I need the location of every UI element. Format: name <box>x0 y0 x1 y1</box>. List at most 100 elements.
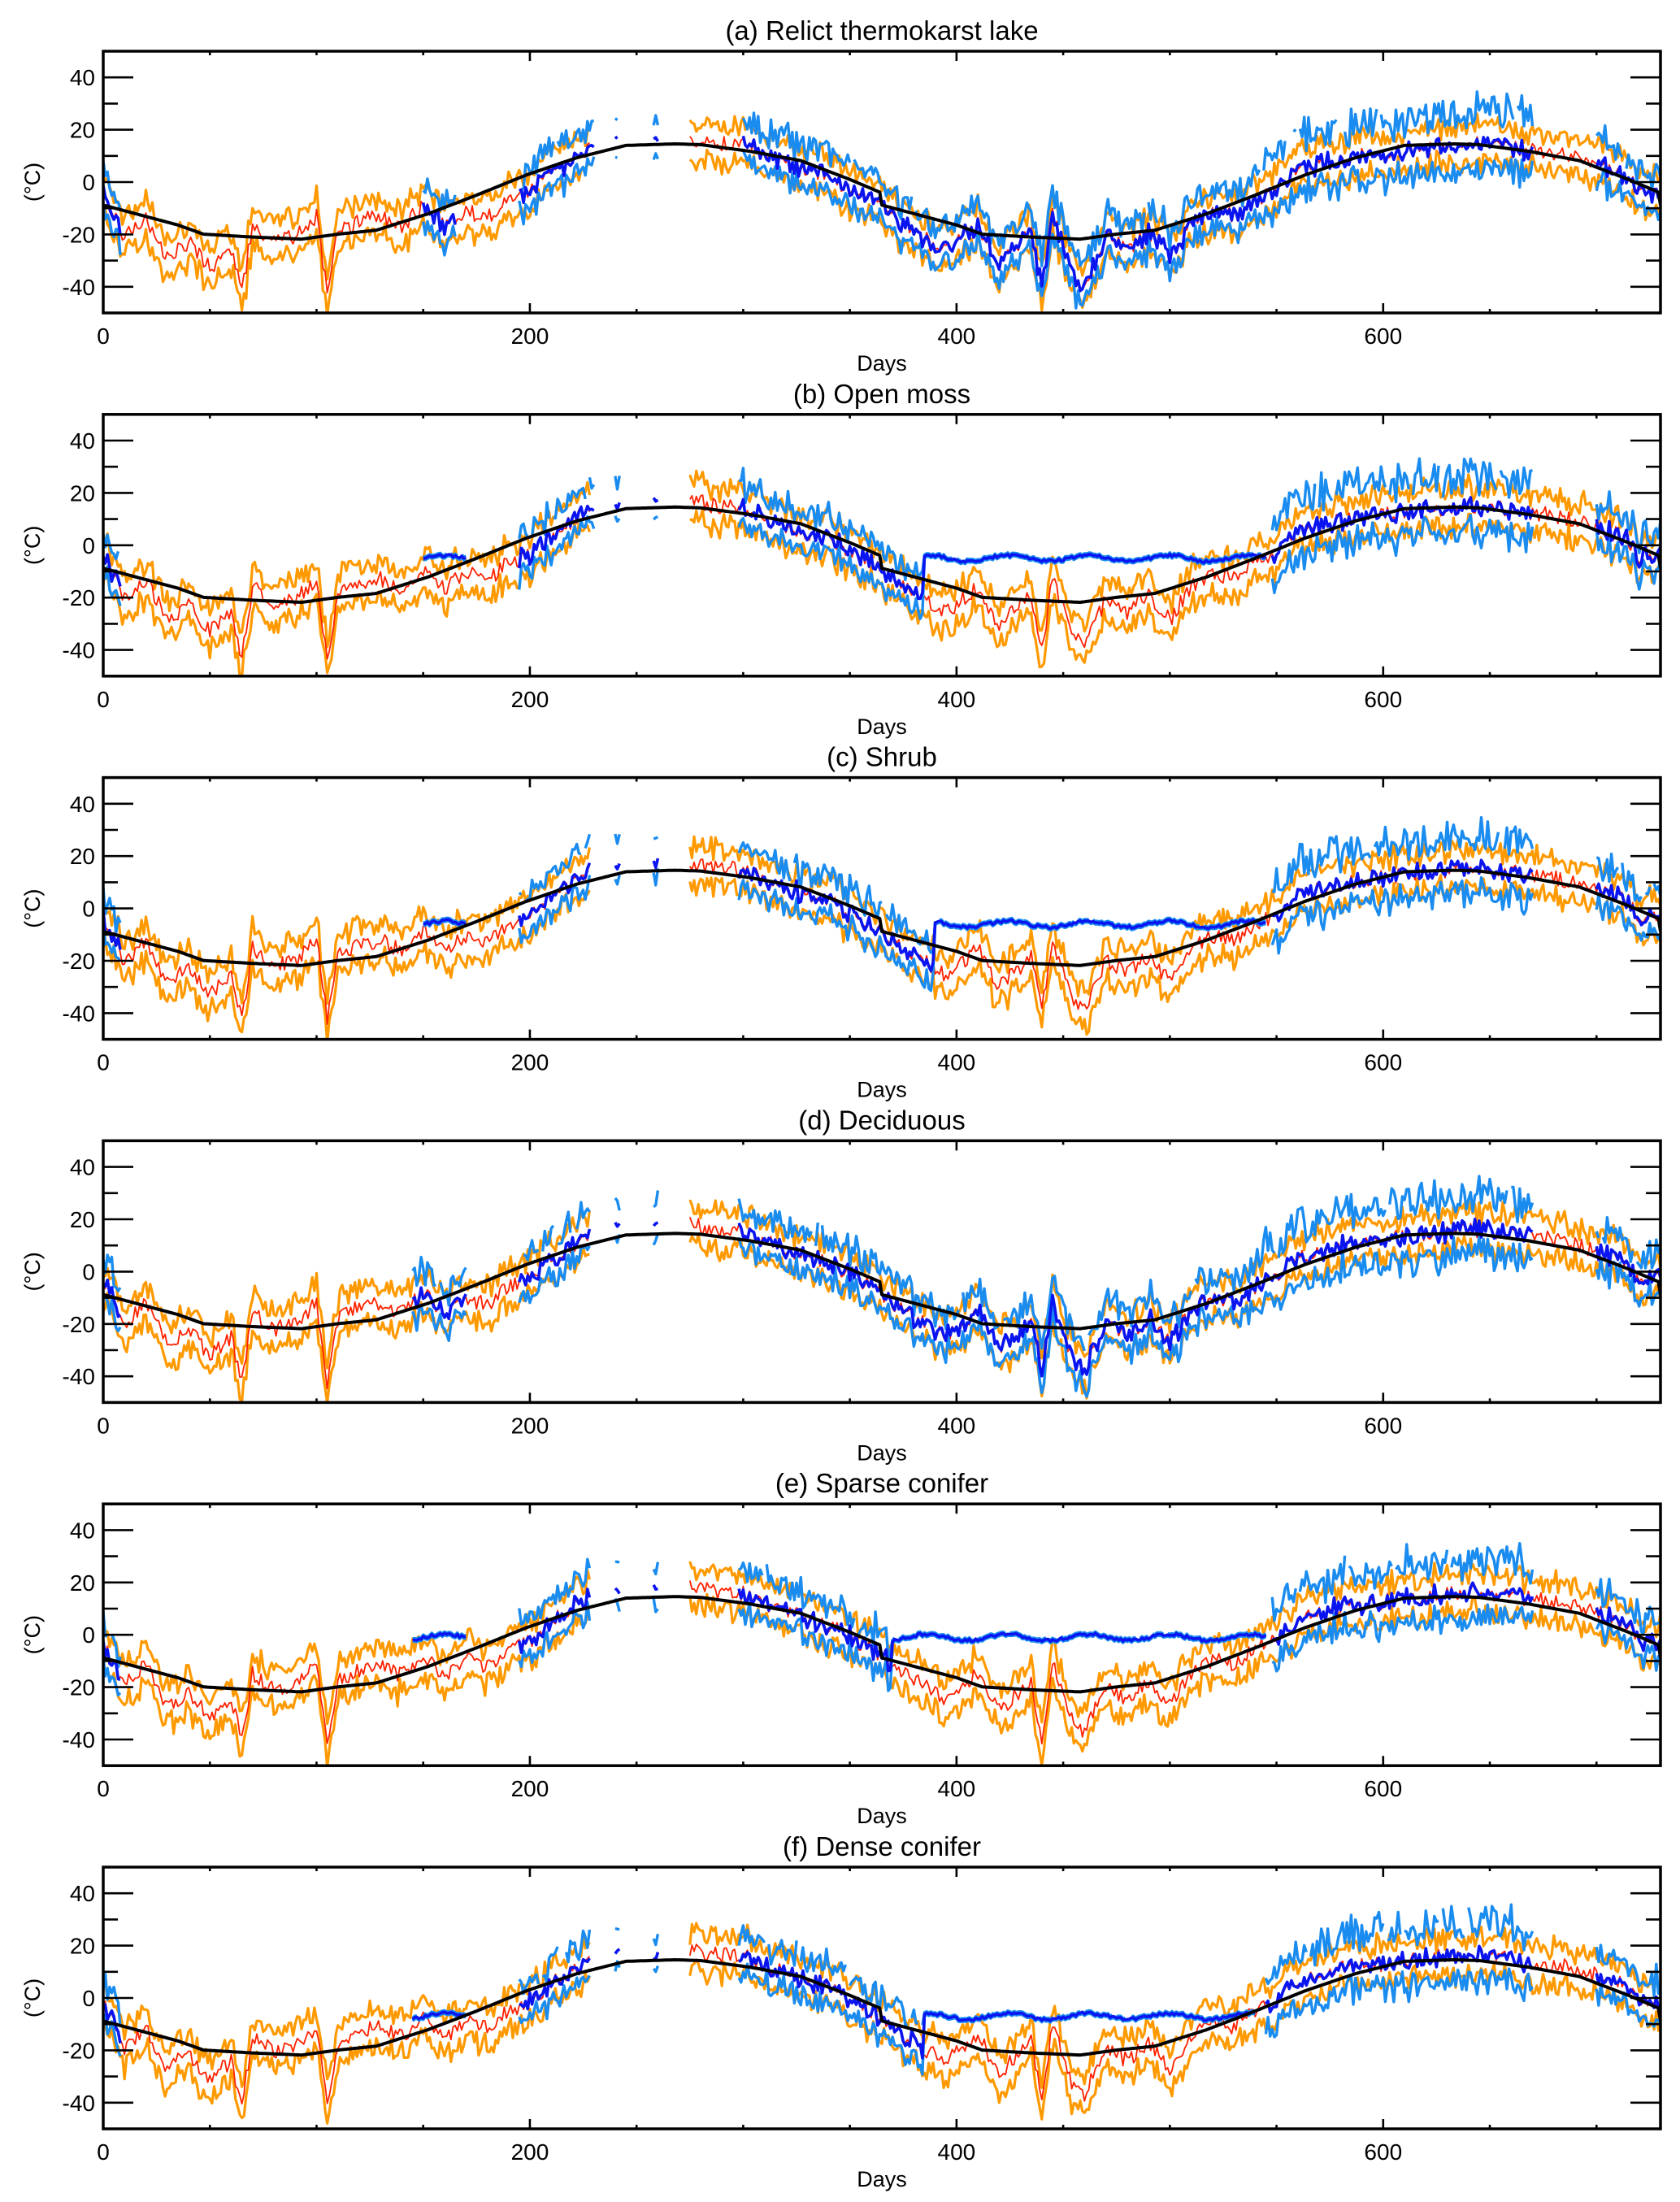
station-lower-bound-line <box>103 1233 1660 1403</box>
axes-frame <box>102 1139 1662 1405</box>
x-tick-label: 600 <box>1364 1050 1402 1075</box>
y-tick-label: 40 <box>70 1881 95 1906</box>
y-tick-label: -20 <box>63 222 95 247</box>
y-tick-label: 20 <box>70 1934 95 1959</box>
plot-area <box>103 816 1660 1040</box>
x-tick-label: 0 <box>97 687 110 712</box>
y-tick-label: -40 <box>63 275 95 300</box>
x-axis-label: Days <box>857 2167 907 2191</box>
station-mean-line <box>103 1580 1660 1745</box>
y-tick-label: 20 <box>70 1570 95 1596</box>
sensor-lower-bound-line <box>103 1232 1660 1398</box>
x-axis-label: Days <box>857 1804 907 1828</box>
y-axis-label: (°C) <box>20 1978 45 2017</box>
x-tick-label: 0 <box>97 324 110 349</box>
y-tick-label: 40 <box>70 792 95 817</box>
climatology-line <box>103 1231 1660 1331</box>
x-axis-label: Days <box>857 351 907 376</box>
climatology-line <box>103 505 1660 604</box>
x-tick-label: 200 <box>511 1050 549 1075</box>
panel-title: (c) Shrub <box>827 742 937 772</box>
x-tick-label: 0 <box>97 1776 110 1801</box>
climatology-line <box>103 142 1660 241</box>
y-tick-label: 0 <box>82 1259 95 1284</box>
climatology-line <box>103 868 1660 967</box>
x-tick-label: 600 <box>1364 2139 1402 2165</box>
y-axis-label: (°C) <box>20 888 45 927</box>
y-tick-label: 40 <box>70 428 95 454</box>
y-tick-label: -20 <box>63 585 95 610</box>
x-tick-label: 400 <box>938 324 976 349</box>
climatology-line <box>103 1958 1660 2057</box>
sensor-lower-bound-line <box>103 150 1660 310</box>
sensor-mean-line <box>103 1581 1660 1681</box>
x-tick-label: 600 <box>1364 687 1402 712</box>
x-tick-label: 200 <box>511 687 549 712</box>
y-tick-label: -20 <box>63 1312 95 1337</box>
x-tick-label: 0 <box>97 2139 110 2165</box>
y-tick-label: -20 <box>63 2038 95 2063</box>
x-axis-label: Days <box>857 1078 907 1102</box>
y-tick-label: 20 <box>70 844 95 869</box>
x-tick-label: 600 <box>1364 1776 1402 1801</box>
x-tick-label: 200 <box>511 2139 549 2165</box>
x-tick-label: 400 <box>938 1050 976 1075</box>
x-tick-label: 200 <box>511 1413 549 1438</box>
plot-area <box>103 1175 1660 1403</box>
station-upper-bound-line <box>103 1561 1660 1726</box>
y-tick-label: -40 <box>63 638 95 663</box>
plot-area <box>103 1542 1660 1766</box>
x-axis-label: Days <box>857 1440 907 1465</box>
station-mean-line <box>103 1216 1660 1390</box>
y-tick-label: 20 <box>70 118 95 143</box>
station-lower-bound-line <box>103 1958 1660 2125</box>
panel-title: (a) Relict thermokarst lake <box>725 15 1038 46</box>
y-tick-label: -40 <box>63 1001 95 1026</box>
y-tick-label: 20 <box>70 480 95 506</box>
y-tick-label: -20 <box>63 1675 95 1700</box>
y-tick-label: 20 <box>70 1207 95 1232</box>
x-tick-label: 400 <box>938 687 976 712</box>
y-tick-label: 40 <box>70 1155 95 1180</box>
x-tick-label: 0 <box>97 1050 110 1075</box>
panel-title: (b) Open moss <box>793 379 970 409</box>
y-tick-label: -40 <box>63 1727 95 1752</box>
sensor-mean-line <box>103 1218 1660 1378</box>
y-axis-label: (°C) <box>20 163 45 202</box>
y-axis-label: (°C) <box>20 1252 45 1291</box>
x-axis-label: Days <box>857 714 907 739</box>
x-tick-label: 600 <box>1364 324 1402 349</box>
station-lower-bound-line <box>103 508 1660 676</box>
sensor-upper-bound-line <box>103 1175 1660 1352</box>
panel-title: (d) Deciduous <box>798 1105 965 1135</box>
x-tick-label: 200 <box>511 324 549 349</box>
sensor-mean-line <box>103 858 1660 973</box>
plot-area <box>103 457 1660 676</box>
y-tick-label: 0 <box>82 897 95 922</box>
x-tick-label: 400 <box>938 1776 976 1801</box>
x-tick-label: 0 <box>97 1413 110 1438</box>
plot-area <box>103 90 1660 313</box>
y-tick-label: 40 <box>70 65 95 90</box>
y-tick-label: 0 <box>82 1622 95 1648</box>
y-axis-label: (°C) <box>20 526 45 565</box>
plot-area <box>103 1903 1660 2125</box>
climatology-line <box>103 1595 1660 1694</box>
y-axis-label: (°C) <box>20 1615 45 1654</box>
x-tick-label: 600 <box>1364 1413 1402 1438</box>
y-tick-label: 40 <box>70 1518 95 1543</box>
y-tick-label: 0 <box>82 170 95 195</box>
y-tick-label: -40 <box>63 1364 95 1389</box>
y-tick-label: -40 <box>63 2091 95 2116</box>
x-tick-label: 200 <box>511 1776 549 1801</box>
y-tick-label: 0 <box>82 533 95 558</box>
panel-title: (e) Sparse conifer <box>775 1468 988 1498</box>
station-upper-bound-line <box>103 469 1660 649</box>
